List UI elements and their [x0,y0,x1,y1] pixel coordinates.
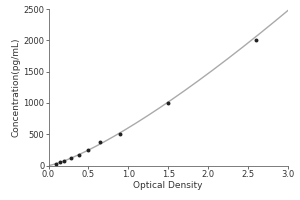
Point [86,148,91,151]
Point [254,39,258,42]
Point [54,162,59,165]
Point [166,101,171,105]
Point [76,153,81,156]
Point [62,159,67,162]
Point [58,161,63,164]
Y-axis label: Concentration(pg/mL): Concentration(pg/mL) [12,38,21,137]
Point [68,156,73,159]
X-axis label: Optical Density: Optical Density [134,181,203,190]
Point [118,133,123,136]
Point [98,140,103,144]
